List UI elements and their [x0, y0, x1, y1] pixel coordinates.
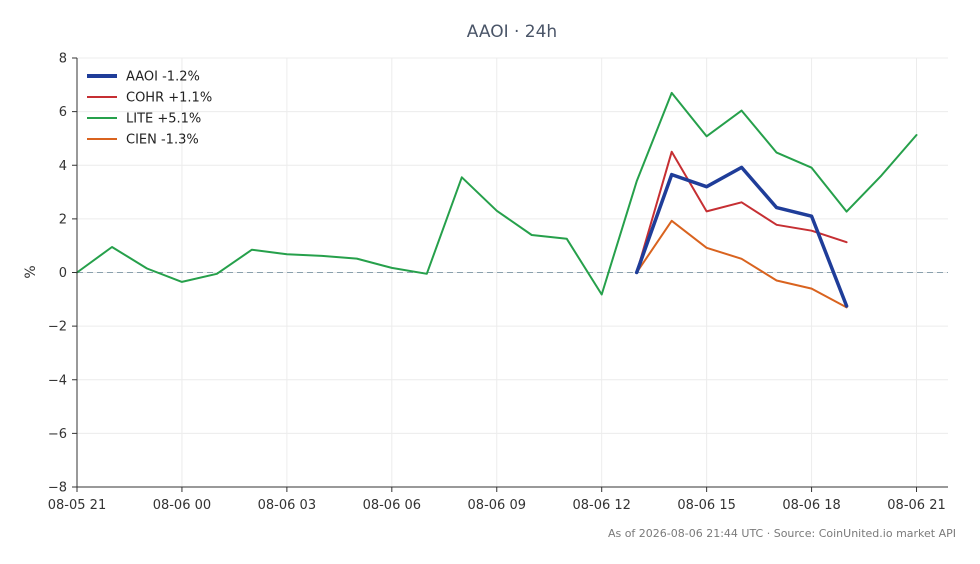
- x-tick-label: 08-06 18: [782, 498, 840, 513]
- series-line-aaoi: [634, 165, 849, 308]
- legend-label-cohr: COHR +1.1%: [126, 91, 212, 106]
- x-tick-label: 08-06 15: [677, 498, 735, 513]
- y-tick-label: −6: [48, 427, 67, 442]
- legend-label-lite: LITE +5.1%: [126, 112, 201, 127]
- legend-label-cien: CIEN -1.3%: [126, 133, 199, 148]
- chart-title: AAOI · 24h: [467, 22, 557, 42]
- series-line-cien: [635, 219, 848, 309]
- y-tick-label: 4: [59, 159, 67, 174]
- y-tick-label: 0: [59, 266, 67, 281]
- series-group: [76, 91, 918, 309]
- y-tick-label: −4: [48, 373, 67, 388]
- source-footer: As of 2026-08-06 21:44 UTC · Source: Coi…: [608, 527, 956, 540]
- y-tick-label: 8: [59, 52, 67, 67]
- x-tick-label: 08-06 00: [153, 498, 211, 513]
- y-tick-label: −8: [48, 481, 67, 496]
- x-tick-label: 08-05 21: [48, 498, 106, 513]
- y-tick-label: 6: [59, 105, 67, 120]
- x-ticks: 08-05 21 08-06 00 08-06 03 08-06 06 08-06 09…: [48, 487, 946, 513]
- legend-label-aaoi: AAOI -1.2%: [126, 70, 200, 85]
- x-tick-label: 08-06 09: [468, 498, 526, 513]
- series-line-lite: [76, 91, 918, 296]
- y-tick-label: −2: [48, 320, 67, 335]
- series-line-cohr: [635, 150, 848, 274]
- y-ticks: −8 −6 −4 −2 0 2 4 6 8: [48, 52, 77, 496]
- legend: AAOI -1.2% COHR +1.1% LITE +5.1% CIEN -1.3%: [87, 70, 212, 148]
- y-axis-label: %: [23, 265, 39, 278]
- x-tick-label: 08-06 21: [887, 498, 945, 513]
- x-tick-label: 08-06 12: [572, 498, 630, 513]
- y-tick-label: 2: [59, 212, 67, 227]
- x-tick-label: 08-06 03: [258, 498, 316, 513]
- x-tick-label: 08-06 06: [363, 498, 421, 513]
